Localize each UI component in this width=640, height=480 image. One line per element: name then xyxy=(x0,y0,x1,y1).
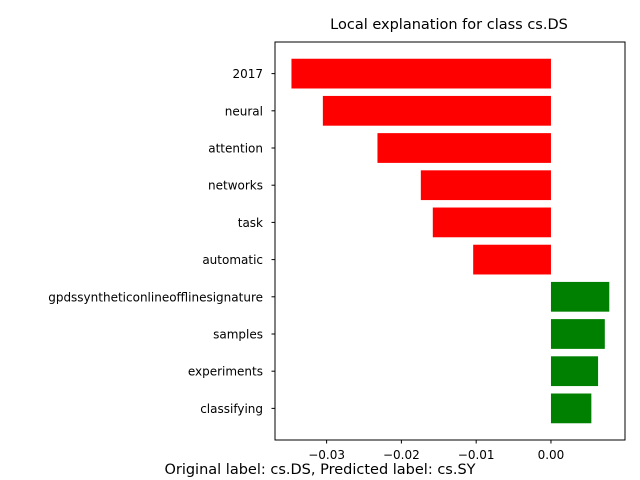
y-tick-label: networks xyxy=(208,179,263,193)
x-tick-label: −0.02 xyxy=(383,448,420,462)
y-tick-label: gpdssyntheticonlineofflinesignature xyxy=(48,290,263,304)
y-tick-label: samples xyxy=(213,327,263,341)
x-tick-label: −0.01 xyxy=(458,448,495,462)
bar-experiments xyxy=(550,356,599,387)
x-axis-ticks: −0.03 −0.02 −0.01 0.00 xyxy=(308,440,564,462)
x-tick-label: 0.00 xyxy=(538,448,565,462)
bar-2017 xyxy=(291,58,551,89)
bar-gpdssyntheticonlineofflinesignature xyxy=(550,281,610,312)
y-tick-label: attention xyxy=(208,142,263,156)
x-tick-label: −0.03 xyxy=(308,448,345,462)
y-tick-label: experiments xyxy=(188,365,263,379)
bar-classifying xyxy=(550,393,592,424)
chart-title: Local explanation for class cs.DS xyxy=(330,17,568,33)
y-tick-label: 2017 xyxy=(232,67,263,81)
caption-label: Original label: cs.DS, Predicted label: … xyxy=(164,462,475,478)
bar-networks xyxy=(420,170,551,201)
y-tick-label: automatic xyxy=(202,253,263,267)
bar-neural xyxy=(322,95,551,126)
y-tick-label: task xyxy=(238,216,263,230)
y-axis-ticks: 2017 neural attention networks task automatic… xyxy=(48,67,275,416)
plot-frame xyxy=(274,41,626,441)
bar-samples xyxy=(550,319,605,349)
bar-attention xyxy=(377,133,551,163)
bar-automatic xyxy=(473,244,551,275)
bar-task xyxy=(432,207,551,238)
y-tick-label: classifying xyxy=(200,402,263,416)
bars-group xyxy=(291,58,610,424)
y-tick-label: neural xyxy=(225,104,263,118)
